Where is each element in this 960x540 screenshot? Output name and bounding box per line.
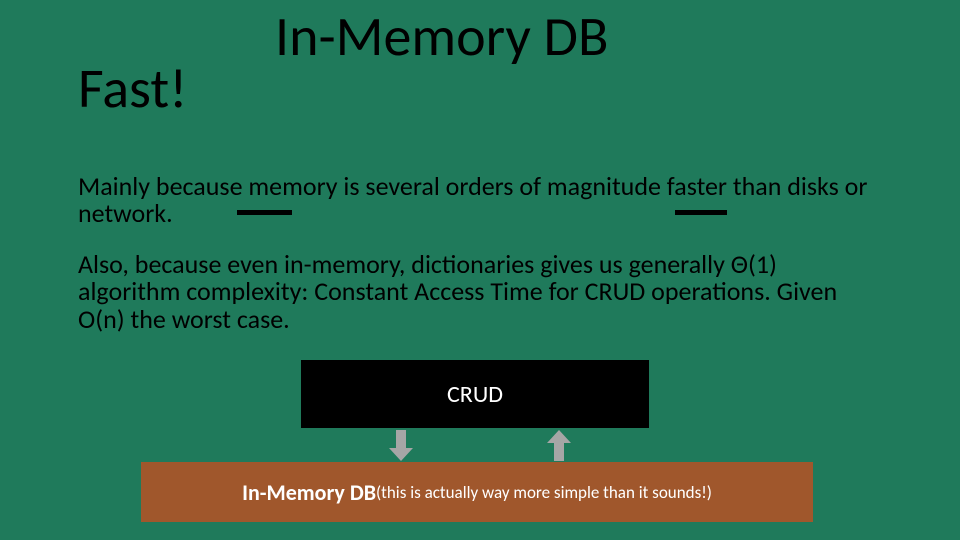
db-box-light: (this is actually way more simple than i…: [376, 482, 712, 503]
arrow-down-icon: [389, 430, 413, 461]
paragraph-1: Mainly because memory is several orders …: [78, 173, 893, 228]
underline-faster: [675, 210, 727, 215]
crud-box: CRUD: [301, 360, 649, 428]
db-box-bold: In-Memory DB: [242, 479, 376, 506]
slide-title: In-Memory DB: [275, 3, 608, 71]
arrow-up-icon: [547, 430, 571, 461]
paragraph-2: Also, because even in-memory, dictionari…: [78, 251, 838, 333]
crud-label: CRUD: [447, 380, 503, 409]
fast-heading: Fast!: [78, 55, 187, 123]
slide: Fast! In-Memory DB Mainly because memory…: [0, 0, 960, 540]
underline-memory: [237, 210, 292, 215]
in-memory-db-box: In-Memory DB (this is actually way more …: [141, 462, 813, 522]
